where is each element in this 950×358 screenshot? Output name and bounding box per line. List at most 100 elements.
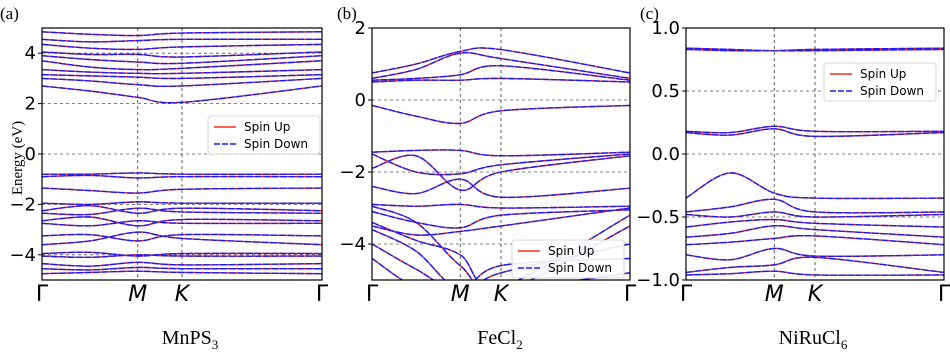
y-tick-label: −1.0 [636, 270, 680, 291]
material-label: MnPS3 [162, 327, 219, 352]
material-label: NiRuCl6 [779, 327, 848, 352]
bands [42, 31, 322, 275]
panel-label: (b) [337, 4, 357, 23]
spin-down-band-23 [42, 43, 322, 51]
y-tick-label: −4 [339, 234, 366, 255]
spin-down-band-3 [686, 125, 944, 134]
x-tick-label: Γ [316, 282, 329, 307]
y-tick-label: 0 [355, 90, 366, 111]
spin-down-band-19 [42, 68, 322, 75]
spin-down-band-24 [42, 38, 322, 43]
x-tick-label: M [128, 282, 147, 307]
legend-label-up: Spin Up [860, 67, 906, 81]
spin-down-band-2 [42, 266, 322, 271]
spin-down-band-7 [42, 233, 322, 242]
spin-down-band-9 [42, 216, 322, 227]
x-tick-label: K [175, 282, 191, 307]
legend: Spin Up Spin Down [823, 62, 937, 102]
spin-down-band-10 [686, 234, 944, 246]
panel-label: (c) [640, 4, 659, 23]
y-tick-label: 2 [25, 94, 36, 115]
spin-down-band-10 [372, 203, 630, 209]
legend-label-down: Spin Down [860, 84, 924, 98]
bands [686, 47, 944, 276]
spin-down-band-8 [686, 218, 944, 228]
spin-down-band-9 [372, 178, 630, 199]
legend: Spin Up Spin Down [511, 239, 625, 279]
spin-down-band-12 [686, 256, 944, 274]
y-tick-label: 0.5 [651, 81, 680, 102]
spin-down-band-1 [686, 47, 944, 52]
spin-down-band-3 [42, 261, 322, 267]
y-tick-label: 4 [25, 43, 36, 64]
spin-down-band-4 [42, 254, 322, 259]
legend-label-down: Spin Down [244, 137, 308, 151]
spin-down-band-9 [686, 225, 944, 238]
y-axis-label: Energy (eV) [10, 121, 26, 195]
spin-down-band-5 [686, 172, 944, 200]
material-label: FeCl2 [477, 327, 522, 352]
legend: Spin Up Spin Down [207, 115, 321, 155]
x-tick-label: M [765, 282, 784, 307]
x-tick-label: Γ [680, 282, 693, 307]
panel-label: (a) [0, 4, 19, 23]
y-tick-label: −0.5 [636, 207, 680, 228]
spin-down-band-18 [42, 73, 322, 80]
spin-down-band-7 [686, 211, 944, 218]
x-tick-label: Γ [366, 282, 379, 307]
spin-down-band-6 [372, 149, 630, 157]
spin-down-band-1 [42, 270, 322, 275]
spin-down-band-14 [42, 174, 322, 179]
spin-down-band-6 [42, 231, 322, 246]
y-tick-label: 0 [25, 144, 36, 165]
spin-down-band-4 [686, 128, 944, 138]
band-panel-2: −4 −2 0 2 Γ M K Γ (b) FeCl2 Spin Up Spin Down [337, 4, 637, 352]
legend-label-up: Spin Up [548, 244, 594, 258]
plot-frame [371, 27, 631, 281]
y-tick-label: −4 [9, 245, 36, 266]
spin-down-band-20 [42, 60, 322, 71]
spin-down-band-13 [686, 270, 944, 276]
spin-down-band-17 [42, 77, 322, 88]
spin-down-band-16 [42, 85, 322, 104]
spin-down-band-25 [42, 31, 322, 37]
legend-label-up: Spin Up [244, 120, 290, 134]
spin-down-band-5 [42, 251, 322, 257]
spin-down-band-21 [42, 55, 322, 65]
x-tick-label: K [808, 282, 824, 307]
spin-down-band-2 [372, 51, 630, 80]
spin-down-band-12 [372, 207, 630, 236]
spin-down-band-11 [686, 247, 944, 261]
x-tick-label: Γ [624, 282, 637, 307]
spin-down-band-6 [686, 198, 944, 214]
spin-down-band-11 [372, 209, 630, 229]
spin-down-band-7 [372, 153, 630, 176]
y-tick-label: −2 [339, 162, 366, 183]
spin-down-band-5 [372, 104, 630, 125]
spin-down-band-15 [42, 172, 322, 175]
x-tick-label: Γ [938, 282, 950, 307]
y-tick-label: 2 [355, 18, 366, 39]
y-tick-label: −2 [9, 194, 36, 215]
band-panel-1: −4 −2 0 2 4 Γ M K Γ (a) MnPS3 Spin Up Spin Down [0, 4, 329, 352]
spin-down-band-22 [42, 51, 322, 58]
spin-down-band-8 [372, 154, 630, 191]
y-tick-label: 1.0 [651, 18, 680, 39]
spin-down-band-13 [42, 187, 322, 194]
spin-up-band-9 [372, 178, 630, 199]
spin-down-band-12 [42, 201, 322, 206]
spin-down-band-8 [42, 220, 322, 227]
legend-label-down: Spin Down [548, 261, 612, 275]
spin-down-band-3 [372, 65, 630, 81]
y-tick-label: 0.0 [651, 144, 680, 165]
x-tick-label: M [451, 282, 470, 307]
spin-down-band-11 [42, 204, 322, 214]
spin-down-band-4 [372, 77, 630, 83]
x-tick-label: K [494, 282, 510, 307]
spin-down-band-10 [42, 207, 322, 216]
x-tick-label: Γ [36, 282, 49, 307]
spin-down-band-1 [372, 47, 630, 74]
